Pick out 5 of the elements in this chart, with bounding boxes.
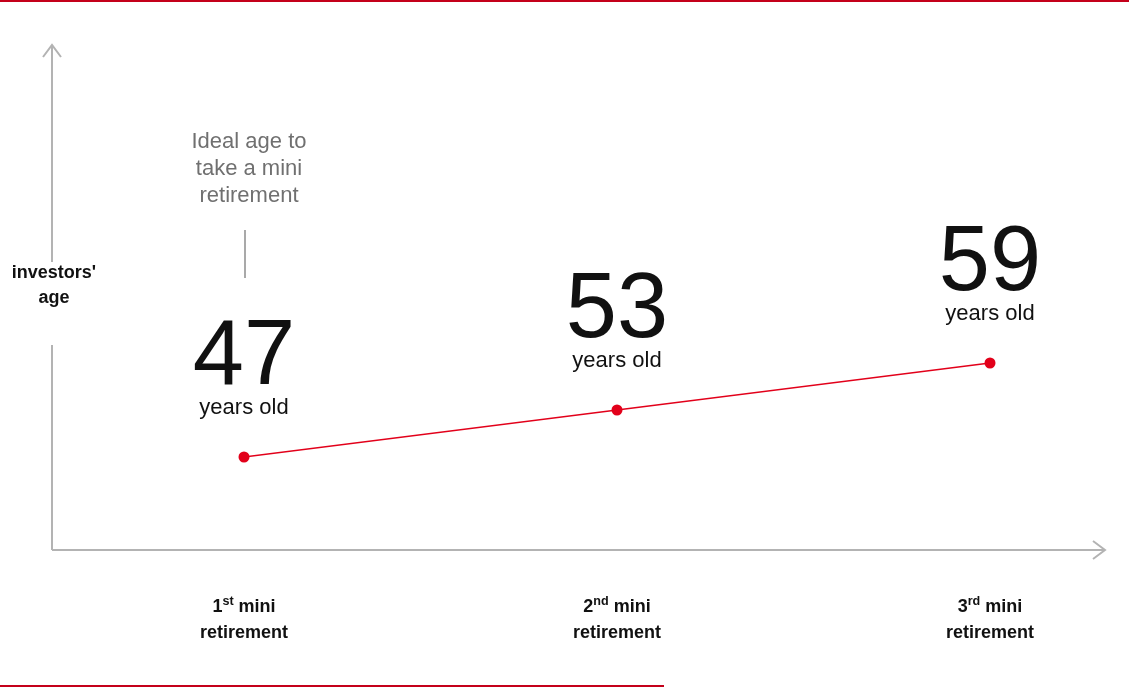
- x-tick-label: 3$^{rd}$ mini retirement: [945, 594, 1035, 642]
- text: Ideal age to take a mini retirement: [191, 128, 307, 207]
- x-tick-label: 2$^{nd}$ mini retirement: [572, 594, 662, 642]
- y-axis-title: investors' age: [11, 262, 97, 307]
- x-tick-label: 1$^{st}$ mini retirement: [199, 594, 289, 642]
